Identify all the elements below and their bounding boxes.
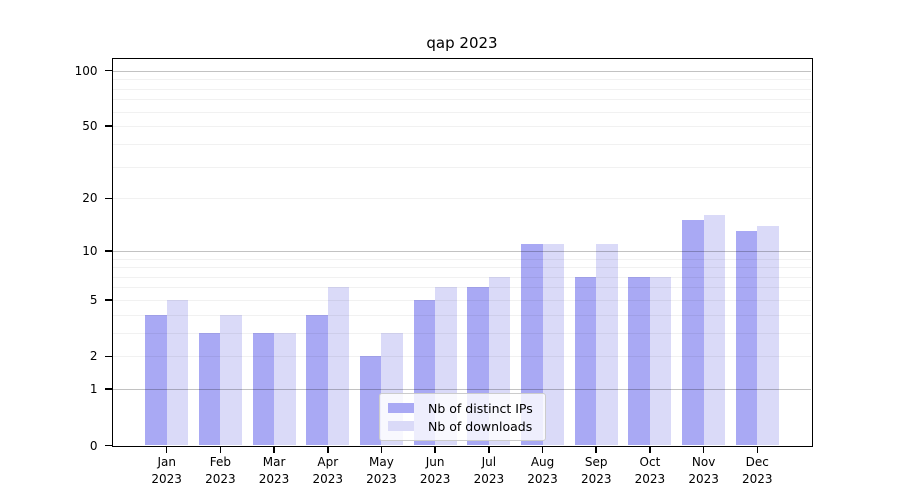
x-tick-mark [165,447,168,453]
gridline-minor [113,166,811,168]
y-tick-label: 1 [89,382,98,397]
x-tick-label: Jul 2023 [473,454,505,486]
gridline-minor [113,276,811,278]
y-tick-label: 5 [89,292,98,307]
gridline-minor [113,198,811,200]
bar-downloads [649,276,672,446]
x-tick-mark [327,447,329,453]
x-tick-label: May 2023 [366,454,397,486]
gridline-minor [113,79,811,81]
y-tick-label: 50 [82,119,98,134]
y-tick-label: 100 [74,63,98,78]
x-tick-mark [273,447,275,453]
gridline-minor [113,143,811,145]
gridline-minor [113,314,811,316]
x-tick-mark [595,447,597,453]
bar-distinct-ips [145,314,167,446]
x-tick-mark [541,447,544,453]
bar-distinct-ips [628,276,650,446]
y-tick-label: 10 [82,243,98,258]
bar-downloads [327,287,350,446]
bar-downloads [274,332,296,446]
legend-row-distinct-ips: Nb of distinct IPs [388,399,537,417]
y-tick-mark [104,250,112,252]
legend-row-downloads: Nb of downloads [388,417,537,435]
bar-distinct-ips [735,231,758,446]
bar-downloads [166,299,189,446]
bar-distinct-ips [359,356,382,446]
x-tick-mark [380,447,383,453]
x-tick-label: Sep 2023 [580,454,612,486]
bar-downloads [596,243,618,446]
x-tick-label: Oct 2023 [634,454,666,486]
bar-distinct-ips [682,220,704,446]
bar-distinct-ips [198,332,221,446]
legend-swatch-distinct-ips [388,403,414,413]
y-tick-mark [104,444,112,447]
chart-title: qap 2023 [426,34,498,52]
x-tick-label: Feb 2023 [205,454,236,486]
y-tick-label: 2 [89,349,98,364]
bar-downloads [757,225,779,446]
y-tick-mark [104,125,112,127]
x-tick-mark [488,447,490,453]
gridline-minor [113,299,811,301]
gridline-major [113,389,811,391]
gridline-minor [113,258,811,260]
legend: Nb of distinct IPs Nb of downloads [379,393,546,441]
x-tick-mark [756,447,759,453]
x-tick-label: Apr 2023 [312,454,344,486]
legend-label-downloads: Nb of downloads [428,418,533,434]
y-tick-mark [104,197,112,199]
y-tick-label: 0 [89,438,98,453]
x-tick-label: Nov 2023 [688,454,719,486]
gridline-minor [113,126,811,128]
bar-downloads [703,215,726,446]
x-tick-label: Aug 2023 [527,454,558,486]
y-tick-label: 20 [82,191,98,206]
y-tick-mark [104,299,112,301]
y-tick-mark [104,388,112,390]
bar-distinct-ips [252,332,275,446]
gridline-minor [113,111,811,113]
x-tick-label: Mar 2023 [258,454,290,486]
bar-distinct-ips [574,276,597,446]
gridline-minor [113,287,811,289]
gridline-minor [113,267,811,269]
x-tick-mark [219,447,222,453]
legend-label-distinct-ips: Nb of distinct IPs [428,400,533,416]
gridline-minor [113,99,811,101]
x-tick-label: Jan 2023 [151,454,182,486]
y-tick-mark [104,355,112,358]
x-tick-label: Jun 2023 [419,454,451,486]
gridline-major [113,70,811,72]
x-tick-mark [434,447,436,453]
gridline-minor [113,88,811,90]
x-tick-mark [649,447,651,453]
gridline-major [113,250,811,252]
bar-downloads [220,314,242,446]
x-tick-label: Dec 2023 [742,454,773,486]
gridline-minor [113,332,811,334]
gridline-minor [113,356,811,358]
bar-distinct-ips [306,314,328,446]
bar-downloads [542,243,565,446]
legend-swatch-downloads [388,421,414,431]
y-tick-mark [104,69,112,72]
x-tick-mark [702,447,705,453]
